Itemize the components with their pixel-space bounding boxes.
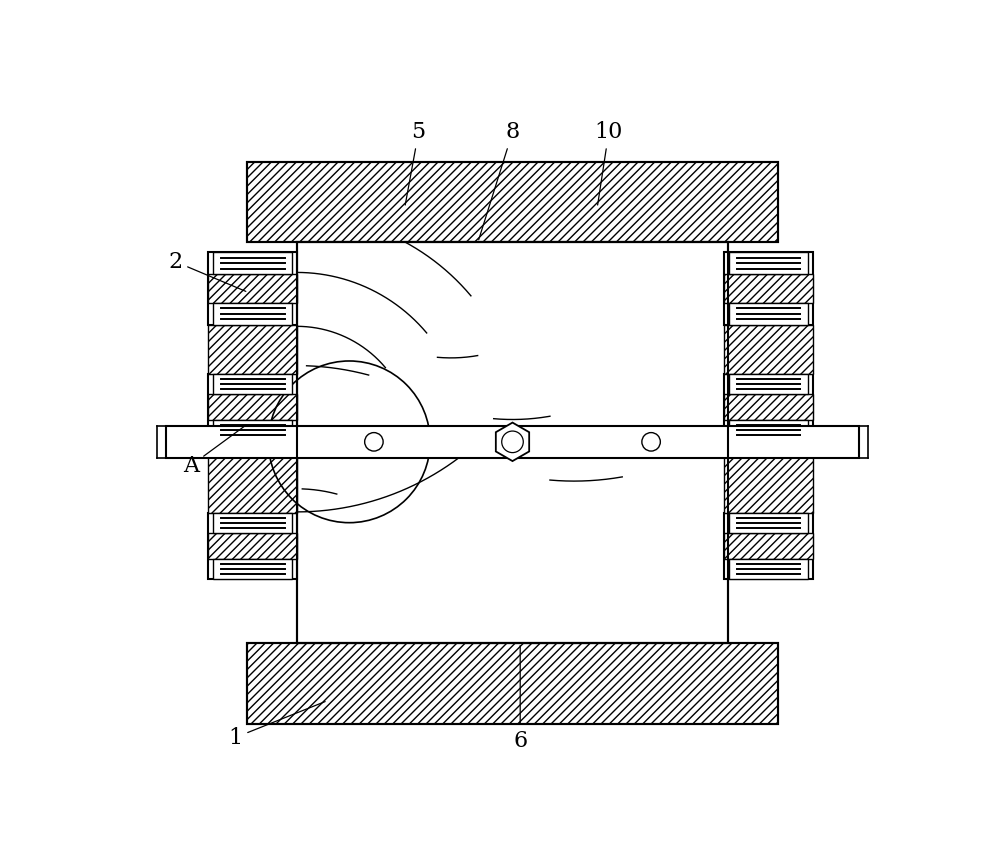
Bar <box>729 253 808 274</box>
Bar <box>724 253 813 324</box>
Bar <box>247 162 778 242</box>
Circle shape <box>365 432 383 451</box>
Bar <box>208 533 297 559</box>
Bar <box>208 394 297 420</box>
Bar <box>247 643 778 724</box>
Text: 10: 10 <box>595 121 623 205</box>
Bar <box>208 324 297 374</box>
Bar <box>208 440 297 513</box>
Bar <box>724 533 813 559</box>
Text: 5: 5 <box>405 121 426 205</box>
Bar <box>729 420 808 440</box>
Bar <box>213 253 292 274</box>
Bar <box>724 513 813 579</box>
Bar <box>213 420 292 440</box>
Bar <box>724 324 813 374</box>
Bar <box>213 513 292 533</box>
Bar <box>247 162 778 242</box>
Bar <box>208 513 297 579</box>
Text: 1: 1 <box>228 702 325 748</box>
Bar <box>724 394 813 420</box>
Bar <box>729 303 808 324</box>
Text: 6: 6 <box>513 645 527 752</box>
Bar <box>213 374 292 394</box>
Text: 2: 2 <box>168 251 246 292</box>
Bar <box>213 303 292 324</box>
Bar <box>729 559 808 579</box>
Text: 8: 8 <box>479 121 520 240</box>
Circle shape <box>642 432 660 451</box>
Bar <box>724 274 813 303</box>
Bar <box>729 513 808 533</box>
Bar <box>297 242 728 643</box>
Bar <box>724 374 813 440</box>
Bar <box>166 426 859 458</box>
Bar <box>213 559 292 579</box>
Bar <box>724 440 813 513</box>
Bar <box>297 242 728 643</box>
Bar <box>208 274 297 303</box>
Bar <box>247 643 778 724</box>
Text: A: A <box>183 425 246 477</box>
Bar <box>208 253 297 324</box>
Bar <box>729 374 808 394</box>
Polygon shape <box>496 423 529 461</box>
Bar <box>208 374 297 440</box>
